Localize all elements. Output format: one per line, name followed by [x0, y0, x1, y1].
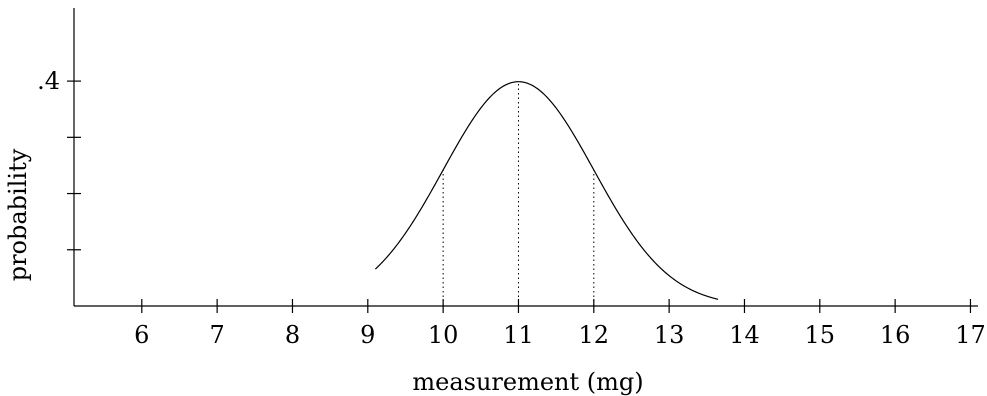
x-ticks: 6 7 8 9 10 11 12 13 14 15 16 17	[134, 299, 986, 349]
x-tick-label: 14	[729, 321, 760, 349]
y-axis-title: probability	[4, 148, 32, 281]
y-ticks: .4	[37, 67, 81, 251]
x-tick-label: 7	[209, 321, 224, 349]
x-tick-label: 17	[955, 321, 986, 349]
x-tick-label: 13	[654, 321, 685, 349]
x-tick-label: 12	[579, 321, 610, 349]
x-tick-label: 10	[428, 321, 459, 349]
x-tick-label: 9	[360, 321, 375, 349]
axes	[73, 8, 978, 307]
x-tick-label: 6	[134, 321, 149, 349]
y-tick-label: .4	[37, 67, 60, 95]
x-tick-label: 16	[880, 321, 911, 349]
x-tick-label: 11	[503, 321, 534, 349]
x-tick-label: 8	[285, 321, 300, 349]
reference-lines	[442, 81, 595, 306]
x-axis-title: measurement (mg)	[412, 368, 643, 396]
x-tick-label: 15	[805, 321, 836, 349]
normal-curve	[374, 81, 719, 300]
